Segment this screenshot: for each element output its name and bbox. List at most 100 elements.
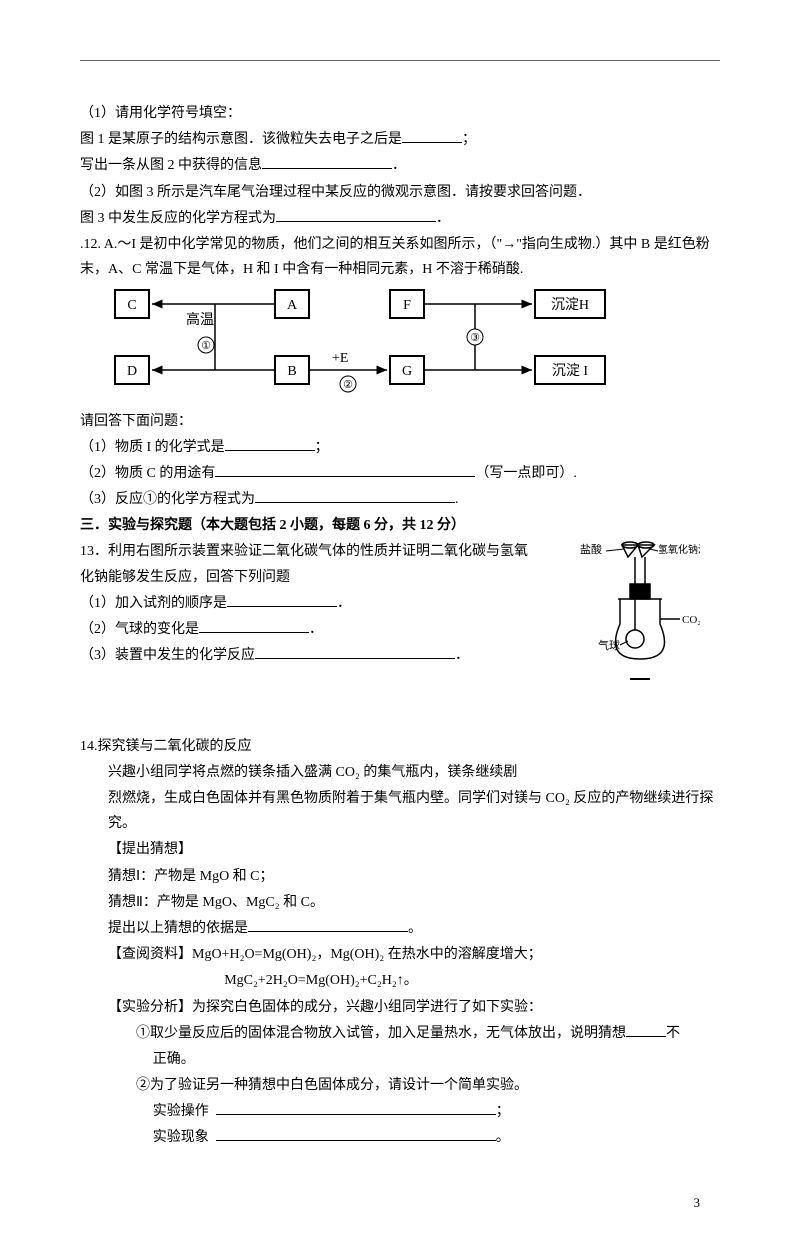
t: （2）如图 3 所示是汽车尾气治理过程中某反应的微观示意图．请按要求回答问题．: [80, 185, 591, 200]
q14-ref: 【查阅资料】MgO+H₂O=Mg(OH)₂，Mg(OH)₂ 在热水中的溶解度增大…: [80, 942, 720, 967]
blank: [227, 592, 337, 607]
q14-title: 14.探究镁与二氧化碳的反应: [80, 734, 720, 759]
t: 13．利用右图所示装置来验证二氧化碳气体的性质并证明二氧化碳与氢氧化钠能够发生反…: [80, 544, 528, 584]
q13-apparatus: 盐酸 氢氧化钠溶液 CO₂ 气球: [550, 539, 700, 698]
svg-text:②: ②: [343, 379, 353, 391]
blank: [276, 207, 436, 222]
q14-s2: ②为了验证另一种猜想中白色固体成分，请设计一个简单实验。: [80, 1073, 720, 1098]
t: ；: [462, 132, 476, 147]
t: ．: [309, 622, 323, 637]
t: 。: [496, 1130, 510, 1145]
t: 兴趣小组同学将点燃的镁条插入盛满 CO₂ 的集气瓶内，镁条继续剧: [108, 765, 517, 780]
t: 写出一条从图 2 中获得的信息: [80, 158, 262, 173]
svg-text:氢氧化钠溶液: 氢氧化钠溶液: [658, 543, 700, 556]
q14-s1c: 正确。: [80, 1047, 720, 1072]
svg-text:C: C: [127, 298, 136, 313]
t: 3: [694, 1195, 701, 1210]
q14-h3: 提出以上猜想的依据是 。: [80, 916, 720, 941]
t: ．: [455, 648, 469, 663]
top-rule: [80, 60, 720, 61]
svg-text:G: G: [402, 364, 412, 379]
t: （写一点即可）.: [475, 466, 577, 481]
t: （1）物质 I 的化学式是: [80, 440, 225, 455]
q11-5: 图 3 中发生反应的化学方程式为 ．: [80, 206, 720, 231]
blank: [199, 618, 309, 633]
t: ②为了验证另一种猜想中白色固体成分，请设计一个简单实验。: [136, 1078, 528, 1093]
q11-3: 写出一条从图 2 中获得的信息 ．: [80, 153, 720, 178]
q12-diagram: C D A B F G 沉淀H 沉淀 I 高温 ① +E ② ③: [110, 288, 720, 402]
q14-hypo: 【提出猜想】: [80, 837, 720, 862]
t: 图 3 中发生反应的化学方程式为: [80, 211, 276, 226]
flow-svg: C D A B F G 沉淀H 沉淀 I 高温 ① +E ② ③: [110, 288, 640, 393]
svg-text:沉淀H: 沉淀H: [551, 297, 589, 313]
blank: [225, 436, 315, 451]
t: 【查阅资料】: [108, 947, 192, 962]
t: ．: [337, 596, 351, 611]
t: （1）请用化学符号填空：: [80, 106, 241, 121]
t: 【实验分析】: [108, 1000, 192, 1015]
q14-l1: 兴趣小组同学将点燃的镁条插入盛满 CO₂ 的集气瓶内，镁条继续剧: [80, 760, 720, 785]
svg-text:沉淀 I: 沉淀 I: [552, 363, 588, 379]
t: （1）加入试剂的顺序是: [80, 596, 227, 611]
section3-title: 三．实验与探究题（本大题包括 2 小题，每题 6 分，共 12 分）: [80, 513, 720, 538]
t: 。: [408, 921, 422, 936]
q14-h1: 猜想Ⅰ：产物是 MgO 和 C；: [80, 864, 720, 889]
t: ；: [496, 1104, 510, 1119]
t: 提出以上猜想的依据是: [108, 921, 248, 936]
blank: [262, 154, 392, 169]
q14-ana: 【实验分析】为探究白色固体的成分，兴趣小组同学进行了如下实验：: [80, 995, 720, 1020]
svg-text:F: F: [403, 298, 411, 313]
q12-after: 请回答下面问题：: [80, 409, 720, 434]
svg-text:气球: 气球: [598, 638, 620, 652]
t: .: [455, 492, 459, 507]
t: 猜想Ⅰ：产物是 MgO 和 C；: [108, 869, 274, 884]
svg-text:+E: +E: [332, 351, 348, 366]
spacer: [80, 709, 720, 733]
t: 三．实验与探究题（本大题包括 2 小题，每题 6 分，共 12 分）: [80, 518, 465, 533]
t: （3）反应①的化学方程式为: [80, 492, 255, 507]
t: MgO+H₂O=Mg(OH)₂，Mg(OH)₂ 在热水中的溶解度增大；: [192, 947, 542, 962]
blank: [255, 488, 455, 503]
svg-text:③: ③: [470, 332, 480, 344]
t: ．: [436, 211, 450, 226]
blank: [216, 1100, 496, 1115]
q12-p2: （2）物质 C 的用途有 （写一点即可）.: [80, 461, 720, 486]
svg-text:高温: 高温: [186, 311, 214, 328]
q11-2: 图 1 是某原子的结构示意图．该微粒失去电子之后是 ；: [80, 127, 720, 152]
q12-intro: .12. A.～I 是初中化学常见的物质，他们之间的相互关系如图所示，（"→"指…: [80, 232, 720, 282]
q12-p1: （1）物质 I 的化学式是；: [80, 435, 720, 460]
t: 14.探究镁与二氧化碳的反应: [80, 739, 252, 754]
t: 猜想Ⅱ：产物是 MgO、MgC₂ 和 C。: [108, 895, 324, 910]
svg-text:D: D: [127, 364, 137, 379]
t: 不: [666, 1026, 680, 1041]
q14-s1: ①取少量反应后的固体混合物放入试管，加入足量热水，无气体放出，说明猜想不: [80, 1021, 720, 1046]
svg-text:①: ①: [201, 340, 211, 352]
t: ．: [392, 158, 406, 173]
q14-op: 实验操作 ；: [80, 1099, 720, 1124]
q11-4: （2）如图 3 所示是汽车尾气治理过程中某反应的微观示意图．请按要求回答问题．: [80, 180, 720, 205]
t: 实验操作: [153, 1104, 209, 1119]
t: 【提出猜想】: [108, 842, 192, 857]
blank: [215, 462, 475, 477]
svg-text:盐酸: 盐酸: [580, 542, 602, 556]
t: （3）装置中发生的化学反应: [80, 648, 255, 663]
t: 请回答下面问题：: [80, 414, 192, 429]
t: 烈燃烧，生成白色固体并有黑色物质附着于集气瓶内壁。同学们对镁与 CO₂ 反应的产…: [108, 791, 713, 831]
t: MgC₂+2H₂O=Mg(OH)₂+C₂H₂↑。: [224, 973, 418, 988]
svg-text:CO₂: CO₂: [682, 614, 700, 626]
t: （2）物质 C 的用途有: [80, 466, 215, 481]
blank: [626, 1022, 666, 1037]
blank: [248, 917, 408, 932]
svg-text:B: B: [287, 364, 296, 379]
blank: [402, 128, 462, 143]
t: （2）气球的变化是: [80, 622, 199, 637]
t: 图 1 是某原子的结构示意图．该微粒失去电子之后是: [80, 132, 402, 147]
svg-text:A: A: [287, 298, 298, 313]
q12-p3: （3）反应①的化学方程式为.: [80, 487, 720, 512]
q14-ref2: MgC₂+2H₂O=Mg(OH)₂+C₂H₂↑。: [80, 968, 720, 993]
t: 为探究白色固体的成分，兴趣小组同学进行了如下实验：: [192, 1000, 542, 1015]
q14-l2: 烈燃烧，生成白色固体并有黑色物质附着于集气瓶内壁。同学们对镁与 CO₂ 反应的产…: [80, 786, 720, 836]
t: 正确。: [153, 1052, 195, 1067]
q11-1: （1）请用化学符号填空：: [80, 101, 720, 126]
t: 实验现象: [153, 1130, 209, 1145]
